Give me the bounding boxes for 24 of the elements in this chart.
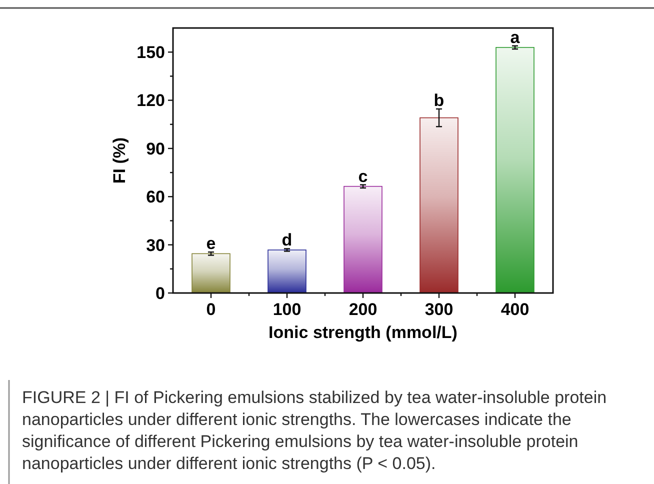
caption: FIGURE 2 | FI of Pickering emulsions stabilized by tea water-insoluble protein nanoparticles under different ionic strengths. The lowercases indicate the significance of different Pickering emulsions by tea water-insoluble protein nanoparticles under different ionic strengths (P < 0.05). <box>22 388 607 473</box>
x-axis-title: Ionic strength (mmol/L) <box>268 323 458 342</box>
annotation: e <box>206 234 216 254</box>
x-tick-label: 200 <box>348 300 378 319</box>
y-tick-label: 60 <box>146 188 165 207</box>
x-tick-label: 400 <box>500 300 530 319</box>
x-tick-label: 100 <box>272 300 302 319</box>
y-axis-title: FI (%) <box>110 137 129 184</box>
y-tick-label: 30 <box>146 236 165 255</box>
annotation: d <box>282 230 292 250</box>
y-tick-label: 150 <box>136 43 165 62</box>
bar <box>268 250 306 294</box>
annotation: c <box>358 166 368 186</box>
x-tick-label: 0 <box>206 300 216 319</box>
y-tick-label: 120 <box>136 91 165 110</box>
annotation: b <box>434 90 444 110</box>
bar <box>192 253 230 294</box>
bar <box>420 117 458 294</box>
annotation: a <box>510 28 520 47</box>
x-tick-label: 300 <box>424 300 454 319</box>
bar <box>344 186 382 294</box>
y-tick-label: 0 <box>156 284 165 303</box>
y-tick-label: 90 <box>146 139 165 158</box>
bar <box>496 47 534 294</box>
